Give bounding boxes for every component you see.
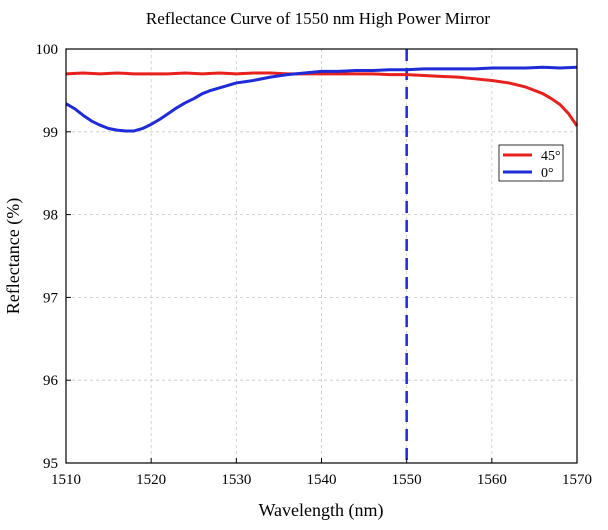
legend: 45° 0° xyxy=(498,144,564,182)
series-line-45deg xyxy=(65,71,579,127)
x-tick-label: 1520 xyxy=(136,472,166,488)
series-line-0deg xyxy=(65,65,578,133)
x-tick-label: 1540 xyxy=(307,472,337,488)
legend-box xyxy=(498,144,564,182)
y-tick-label: 97 xyxy=(43,290,59,306)
y-tick-label: 96 xyxy=(43,373,59,389)
series-group xyxy=(65,65,579,133)
x-tick-label: 1560 xyxy=(477,472,507,488)
y-axis-label: Reflectance (%) xyxy=(3,198,24,314)
x-axis-label: Wavelength (nm) xyxy=(258,500,383,521)
x-tick-label: 1550 xyxy=(392,472,422,488)
x-tick-label: 1530 xyxy=(221,472,251,488)
legend-label-0deg: 0° xyxy=(541,166,554,181)
y-tick-label: 100 xyxy=(36,42,59,58)
grid xyxy=(66,49,577,463)
legend-label-45deg: 45° xyxy=(541,149,561,164)
axis-ticks: 1510 1520 1530 1540 1550 1560 1570 95 96 97 98 99 10… xyxy=(36,42,593,488)
chart-title: Reflectance Curve of 1550 nm High Power … xyxy=(146,9,490,28)
x-tick-label: 1570 xyxy=(562,472,592,488)
y-tick-label: 98 xyxy=(43,208,58,224)
x-tick-label: 1510 xyxy=(51,472,81,488)
y-tick-label: 95 xyxy=(43,456,58,472)
y-tick-label: 99 xyxy=(43,125,58,141)
